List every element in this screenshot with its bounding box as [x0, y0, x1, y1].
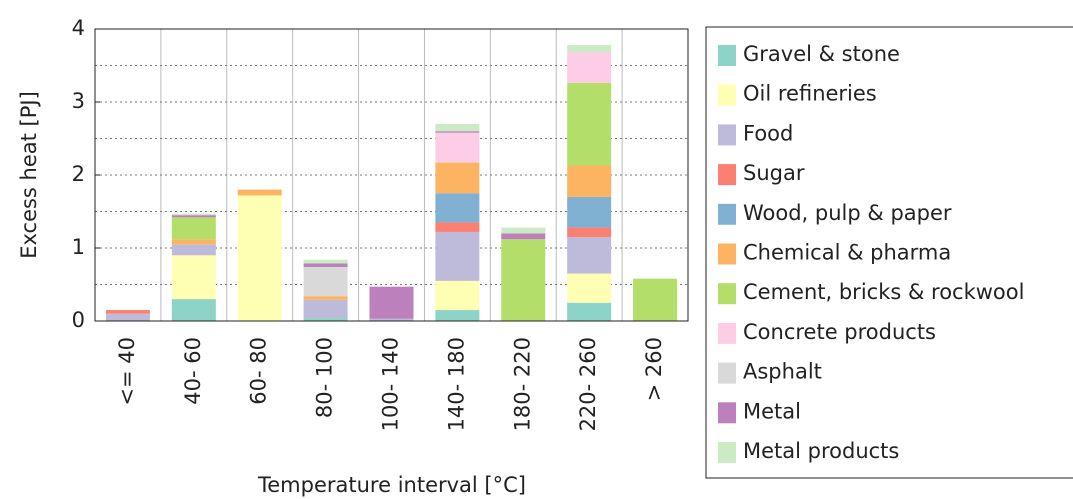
- x-tick-label: 140- 180: [444, 337, 468, 431]
- bar-segment: [567, 83, 612, 166]
- bar-segment: [567, 227, 612, 238]
- bar-segment: [435, 231, 480, 281]
- legend-swatch: [718, 442, 736, 463]
- x-axis-title: Temperature interval [°C]: [257, 473, 526, 497]
- bar-segment: [171, 239, 216, 245]
- bar-segment: [105, 313, 150, 321]
- bar-segment: [171, 244, 216, 256]
- bar-segment: [501, 227, 546, 234]
- legend-swatch: [718, 124, 736, 146]
- bar-segment: [501, 239, 546, 321]
- legend-label: Metal products: [743, 439, 899, 463]
- bar-segment: [303, 318, 348, 321]
- legend-label: Concrete products: [743, 320, 936, 344]
- bar-segment: [237, 195, 282, 321]
- bar-segment: [171, 213, 216, 216]
- legend-swatch: [718, 203, 736, 225]
- bar-segment: [435, 193, 480, 223]
- x-tick-label: 180- 220: [510, 337, 534, 431]
- x-tick-label: 40- 60: [181, 337, 205, 405]
- bar-segment: [567, 52, 612, 84]
- legend-label: Wood, pulp & paper: [743, 201, 952, 225]
- bar-segment: [435, 280, 480, 311]
- x-tick-label: 100- 140: [379, 337, 403, 431]
- legend-swatch: [718, 402, 736, 424]
- bar-segment: [237, 189, 282, 196]
- bar-segment: [171, 299, 216, 321]
- legend-swatch: [718, 243, 736, 265]
- x-tick-label: <= 40: [115, 337, 139, 406]
- bar-segment: [435, 133, 480, 163]
- legend-label: Food: [743, 121, 793, 145]
- legend-swatch: [718, 84, 736, 106]
- bar-segment: [303, 263, 348, 267]
- legend-swatch: [718, 283, 736, 305]
- legend-label: Metal: [743, 399, 801, 423]
- plot-frame: [94, 28, 689, 322]
- bar-segment: [435, 131, 480, 133]
- bar-segment: [369, 286, 414, 319]
- y-axis-title: Excess heat [PJ]: [17, 91, 41, 259]
- bar-segment: [369, 318, 414, 321]
- bar-segment: [303, 259, 348, 264]
- legend-label: Oil refineries: [743, 82, 877, 106]
- bar-segment: [303, 299, 348, 319]
- y-tick-label: 2: [72, 162, 85, 186]
- x-tick-label: 80- 100: [313, 337, 337, 418]
- legend-box: [705, 26, 1073, 479]
- y-tick-label: 1: [72, 235, 85, 259]
- y-tick-label: 4: [72, 16, 85, 40]
- bar-segment: [567, 302, 612, 321]
- legend-swatch: [718, 45, 736, 66]
- legend-label: Cement, bricks & rockwool: [743, 280, 1024, 304]
- x-tick-label: > 260: [642, 337, 666, 401]
- bar-segment: [435, 310, 480, 321]
- bar-segment: [303, 296, 348, 300]
- bar-segment: [435, 162, 480, 194]
- legend-swatch: [718, 164, 736, 186]
- bar-segment: [435, 132, 480, 134]
- y-tick-label: 0: [72, 308, 85, 332]
- bar-segment: [435, 123, 480, 132]
- x-tick-label: 60- 80: [247, 337, 271, 405]
- x-tick-label: 220- 260: [576, 337, 600, 431]
- legend-label: Gravel & stone: [743, 42, 900, 66]
- bar-segment: [567, 237, 612, 274]
- bar-segment: [171, 215, 216, 218]
- bar-segment: [303, 266, 348, 297]
- bar-segment: [171, 255, 216, 300]
- bar-segment: [567, 165, 612, 197]
- bar-segment: [501, 233, 546, 240]
- bar-segment: [435, 222, 480, 232]
- bar-segment: [171, 217, 216, 240]
- bar-segment: [567, 45, 612, 53]
- legend-label: Sugar: [743, 161, 805, 185]
- legend-swatch: [718, 362, 736, 384]
- legend-swatch: [718, 322, 736, 344]
- legend-label: Chemical & pharma: [743, 241, 951, 265]
- bar-segment: [567, 273, 612, 303]
- bar-segment: [105, 310, 150, 314]
- bar-segment: [567, 196, 612, 228]
- y-tick-label: 3: [72, 89, 85, 113]
- bar-segment: [633, 278, 678, 321]
- legend-label: Asphalt: [743, 360, 822, 384]
